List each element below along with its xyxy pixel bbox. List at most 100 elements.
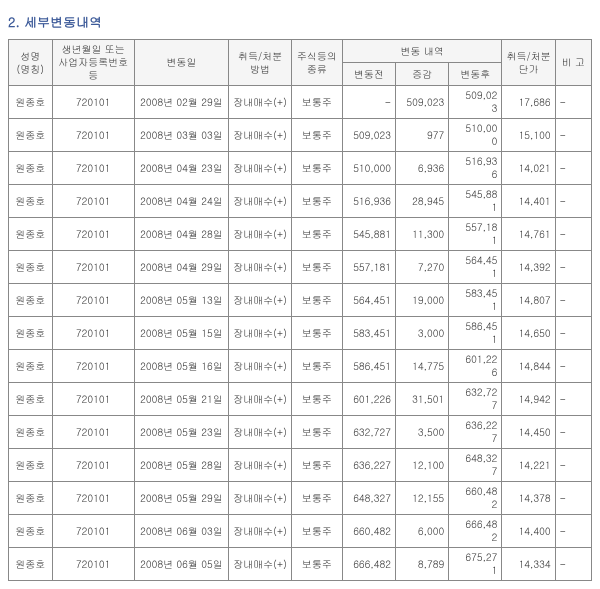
cell-note: - (555, 383, 591, 416)
cell-after: 648,327 (449, 449, 502, 482)
th-after: 변동후 (449, 63, 502, 86)
cell-price: 14,400 (502, 515, 555, 548)
cell-delta: 14,775 (395, 350, 448, 383)
cell-delta: 8,789 (395, 548, 448, 581)
cell-after: 516,936 (449, 152, 502, 185)
cell-before: 510,000 (342, 152, 395, 185)
cell-date: 2008년 04월 23일 (134, 152, 228, 185)
cell-type: 보통주 (291, 185, 342, 218)
cell-delta: 12,155 (395, 482, 448, 515)
th-delta: 증감 (395, 63, 448, 86)
cell-after: 660,482 (449, 482, 502, 515)
cell-before: 545,881 (342, 218, 395, 251)
table-row: 원종호7201012008년 05월 16일장내매수(+)보통주586,4511… (9, 350, 592, 383)
cell-type: 보통주 (291, 317, 342, 350)
cell-type: 보통주 (291, 251, 342, 284)
cell-price: 14,450 (502, 416, 555, 449)
cell-id: 720101 (52, 251, 134, 284)
cell-date: 2008년 06월 05일 (134, 548, 228, 581)
cell-type: 보통주 (291, 416, 342, 449)
cell-delta: 19,000 (395, 284, 448, 317)
cell-id: 720101 (52, 350, 134, 383)
cell-note: - (555, 416, 591, 449)
cell-price: 14,942 (502, 383, 555, 416)
cell-before: 564,451 (342, 284, 395, 317)
cell-note: - (555, 449, 591, 482)
cell-method: 장내매수(+) (229, 152, 292, 185)
cell-note: - (555, 284, 591, 317)
cell-method: 장내매수(+) (229, 548, 292, 581)
cell-price: 14,021 (502, 152, 555, 185)
detail-table: 성명(명칭) 생년월일 또는사업자등록번호 등 변동일 취득/처분방법 주식등의… (8, 39, 592, 581)
table-row: 원종호7201012008년 05월 23일장내매수(+)보통주632,7273… (9, 416, 592, 449)
cell-date: 2008년 05월 21일 (134, 383, 228, 416)
cell-type: 보통주 (291, 152, 342, 185)
cell-method: 장내매수(+) (229, 383, 292, 416)
table-row: 원종호7201012008년 05월 15일장내매수(+)보통주583,4513… (9, 317, 592, 350)
cell-before: 601,226 (342, 383, 395, 416)
cell-delta: 12,100 (395, 449, 448, 482)
cell-before: 632,727 (342, 416, 395, 449)
cell-delta: 977 (395, 119, 448, 152)
cell-price: 14,378 (502, 482, 555, 515)
cell-price: 14,761 (502, 218, 555, 251)
cell-delta: 3,000 (395, 317, 448, 350)
cell-after: 601,226 (449, 350, 502, 383)
cell-id: 720101 (52, 185, 134, 218)
th-before: 변동전 (342, 63, 395, 86)
cell-date: 2008년 04월 29일 (134, 251, 228, 284)
cell-before: 586,451 (342, 350, 395, 383)
th-date: 변동일 (134, 40, 228, 86)
cell-name: 원종호 (9, 548, 53, 581)
cell-id: 720101 (52, 449, 134, 482)
cell-id: 720101 (52, 218, 134, 251)
cell-before: 516,936 (342, 185, 395, 218)
cell-price: 14,334 (502, 548, 555, 581)
th-id: 생년월일 또는사업자등록번호 등 (52, 40, 134, 86)
cell-name: 원종호 (9, 416, 53, 449)
cell-after: 545,881 (449, 185, 502, 218)
cell-name: 원종호 (9, 218, 53, 251)
cell-after: 675,271 (449, 548, 502, 581)
cell-date: 2008년 05월 16일 (134, 350, 228, 383)
cell-date: 2008년 05월 13일 (134, 284, 228, 317)
cell-note: - (555, 350, 591, 383)
cell-price: 14,401 (502, 185, 555, 218)
cell-type: 보통주 (291, 350, 342, 383)
cell-method: 장내매수(+) (229, 416, 292, 449)
table-row: 원종호7201012008년 04월 23일장내매수(+)보통주510,0006… (9, 152, 592, 185)
cell-note: - (555, 482, 591, 515)
cell-before: - (342, 86, 395, 119)
cell-type: 보통주 (291, 482, 342, 515)
cell-before: 509,023 (342, 119, 395, 152)
cell-price: 14,221 (502, 449, 555, 482)
cell-name: 원종호 (9, 449, 53, 482)
cell-note: - (555, 218, 591, 251)
table-row: 원종호7201012008년 03월 03일장내매수(+)보통주509,0239… (9, 119, 592, 152)
cell-date: 2008년 02월 29일 (134, 86, 228, 119)
table-row: 원종호7201012008년 05월 21일장내매수(+)보통주601,2263… (9, 383, 592, 416)
cell-delta: 6,000 (395, 515, 448, 548)
th-change-group: 변동 내역 (342, 40, 502, 63)
cell-delta: 509,023 (395, 86, 448, 119)
cell-method: 장내매수(+) (229, 119, 292, 152)
table-row: 원종호7201012008년 05월 13일장내매수(+)보통주564,4511… (9, 284, 592, 317)
cell-name: 원종호 (9, 251, 53, 284)
cell-method: 장내매수(+) (229, 317, 292, 350)
cell-before: 648,327 (342, 482, 395, 515)
cell-after: 509,023 (449, 86, 502, 119)
cell-method: 장내매수(+) (229, 218, 292, 251)
cell-before: 660,482 (342, 515, 395, 548)
table-row: 원종호7201012008년 06월 03일장내매수(+)보통주660,4826… (9, 515, 592, 548)
cell-note: - (555, 515, 591, 548)
cell-type: 보통주 (291, 119, 342, 152)
table-row: 원종호7201012008년 02월 29일장내매수(+)보통주-509,023… (9, 86, 592, 119)
cell-id: 720101 (52, 548, 134, 581)
cell-before: 636,227 (342, 449, 395, 482)
cell-price: 14,650 (502, 317, 555, 350)
cell-name: 원종호 (9, 185, 53, 218)
cell-after: 557,181 (449, 218, 502, 251)
cell-name: 원종호 (9, 482, 53, 515)
cell-type: 보통주 (291, 449, 342, 482)
table-body: 원종호7201012008년 02월 29일장내매수(+)보통주-509,023… (9, 86, 592, 581)
